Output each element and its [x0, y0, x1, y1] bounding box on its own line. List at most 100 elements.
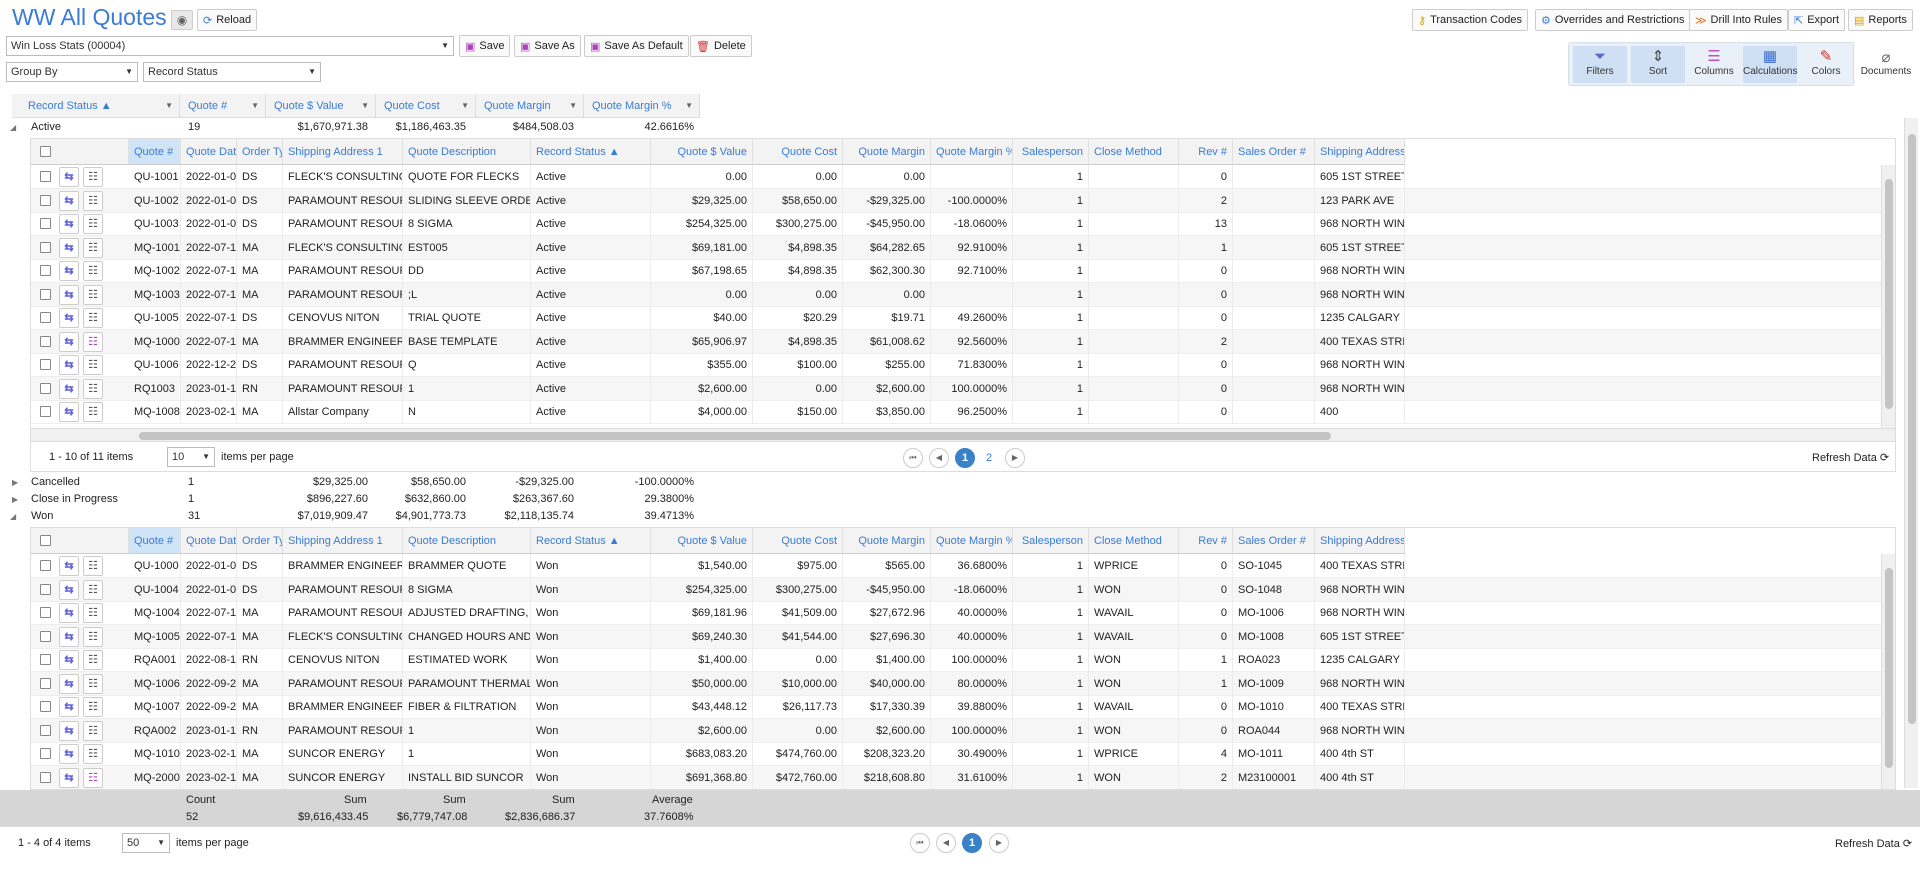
- details-icon[interactable]: ☷: [83, 673, 103, 694]
- link-icon[interactable]: ⇆: [59, 720, 79, 741]
- details-icon[interactable]: ☷: [83, 214, 103, 234]
- group-row-won[interactable]: ◢ Won 31 $7,019,909.47 $4,901,773.73 $2,…: [0, 508, 712, 525]
- group-row-close-in-progress[interactable]: ▶ Close in Progress 1 $896,227.60 $632,8…: [0, 491, 712, 508]
- row-checkbox[interactable]: [40, 560, 51, 571]
- col-quote-value[interactable]: Quote $ Value ▼: [266, 94, 376, 118]
- link-icon[interactable]: ⇆: [59, 261, 79, 281]
- link-icon[interactable]: ⇆: [59, 650, 79, 670]
- details-icon[interactable]: ☷: [83, 190, 103, 211]
- first-page-button[interactable]: ⏮: [910, 833, 930, 853]
- row-checkbox[interactable]: [40, 654, 51, 665]
- colors-button[interactable]: ✎ Colors: [1799, 46, 1853, 83]
- link-icon[interactable]: ⇆: [59, 697, 79, 717]
- details-icon[interactable]: ☷: [83, 767, 103, 788]
- won-col-header[interactable]: Quote Cost: [753, 528, 843, 554]
- details-icon[interactable]: ☷: [83, 720, 103, 741]
- overrides-button[interactable]: ⚙ Overrides and Restrictions: [1535, 9, 1691, 31]
- view-select[interactable]: Win Loss Stats (00004) ▼: [6, 36, 454, 56]
- transaction-codes-button[interactable]: ⚷ Transaction Codes: [1412, 9, 1528, 31]
- link-icon[interactable]: ⇆: [59, 190, 79, 211]
- reports-button[interactable]: ▤ Reports: [1848, 9, 1913, 31]
- table-row[interactable]: ⇆ ☷ QU-1001 2022-01-07 DS FLECK'S CONSULTING Q…: [31, 165, 1895, 189]
- save-button[interactable]: ▣ Save: [459, 35, 511, 57]
- details-icon[interactable]: ☷: [83, 237, 103, 258]
- drill-into-rules-button[interactable]: ≫ Drill Into Rules: [1689, 9, 1789, 31]
- page-size-select[interactable]: 10 ▼: [167, 447, 215, 467]
- details-icon[interactable]: ☷: [83, 697, 103, 717]
- row-checkbox[interactable]: [40, 748, 51, 759]
- eye-icon[interactable]: ◉: [171, 10, 193, 30]
- page-1-button[interactable]: 1: [962, 833, 982, 853]
- active-col-header[interactable]: Record Status ▲: [531, 139, 651, 165]
- row-checkbox[interactable]: [40, 724, 51, 736]
- won-col-header[interactable]: Quote Margin: [843, 528, 931, 554]
- filters-button[interactable]: ⏷ Filters: [1573, 46, 1627, 83]
- active-col-header[interactable]: Order Type: [237, 139, 283, 165]
- active-col-header[interactable]: Salesperson: [1013, 139, 1089, 165]
- group-row-active[interactable]: ◢ Active 19 $1,670,971.38 $1,186,463.35 …: [0, 119, 712, 136]
- active-col-header[interactable]: Quote Date: [181, 139, 237, 165]
- save-as-default-button[interactable]: ▣ Save As Default: [584, 35, 689, 57]
- link-icon[interactable]: ⇆: [59, 767, 79, 788]
- link-icon[interactable]: ⇆: [59, 579, 79, 600]
- row-checkbox[interactable]: [40, 171, 51, 182]
- active-col-header[interactable]: Close Method: [1089, 139, 1179, 165]
- won-col-header[interactable]: Quote Description: [403, 528, 531, 554]
- row-checkbox[interactable]: [40, 335, 51, 347]
- link-icon[interactable]: ⇆: [59, 556, 79, 576]
- details-icon[interactable]: ☷: [83, 744, 103, 764]
- active-col-header[interactable]: Quote #: [129, 139, 181, 165]
- expand-icon[interactable]: ▶: [12, 495, 19, 504]
- link-icon[interactable]: ⇆: [59, 284, 79, 305]
- won-col-header[interactable]: Sales Order #: [1233, 528, 1315, 554]
- won-col-header[interactable]: Close Method: [1089, 528, 1179, 554]
- page-size-select[interactable]: 50 ▼: [122, 833, 170, 853]
- details-icon[interactable]: ☷: [83, 378, 103, 399]
- outer-scrollbar[interactable]: [1904, 118, 1918, 788]
- refresh-data-button[interactable]: Refresh Data ⟳: [1835, 838, 1913, 850]
- prev-page-button[interactable]: ◀: [929, 448, 949, 468]
- link-icon[interactable]: ⇆: [59, 378, 79, 399]
- active-col-header[interactable]: Shipping Address 3: [1315, 139, 1405, 165]
- row-checkbox[interactable]: [40, 583, 51, 595]
- details-icon[interactable]: ☷: [83, 603, 103, 623]
- row-checkbox[interactable]: [40, 701, 51, 712]
- won-col-header[interactable]: Shipping Address 3: [1315, 528, 1405, 554]
- details-icon[interactable]: ☷: [83, 284, 103, 305]
- calculations-button[interactable]: ▦ Calculations: [1743, 46, 1797, 83]
- col-quote-margin-pct[interactable]: Quote Margin % ▼: [584, 94, 700, 118]
- page-2-button[interactable]: 2: [986, 452, 993, 464]
- next-page-button[interactable]: ▶: [989, 833, 1009, 853]
- select-all-checkbox[interactable]: [40, 146, 51, 157]
- active-col-header[interactable]: Quote Cost: [753, 139, 843, 165]
- link-icon[interactable]: ⇆: [59, 331, 79, 352]
- first-page-button[interactable]: ⏮: [903, 448, 923, 468]
- row-checkbox[interactable]: [40, 607, 51, 618]
- prev-page-button[interactable]: ◀: [936, 833, 956, 853]
- won-col-header[interactable]: Order Type: [237, 528, 283, 554]
- col-record-status[interactable]: Record Status ▲ ▼: [20, 94, 180, 118]
- refresh-data-button[interactable]: Refresh Data ⟳: [1812, 452, 1890, 464]
- row-checkbox[interactable]: [40, 194, 51, 206]
- col-quote-cost[interactable]: Quote Cost ▼: [376, 94, 476, 118]
- link-icon[interactable]: ⇆: [59, 355, 79, 375]
- group-row-cancelled[interactable]: ▶ Cancelled 1 $29,325.00 $58,650.00 -$29…: [0, 474, 712, 491]
- row-checkbox[interactable]: [40, 406, 51, 417]
- active-col-header[interactable]: Quote Margin %: [931, 139, 1013, 165]
- link-icon[interactable]: ⇆: [59, 673, 79, 694]
- details-icon[interactable]: ☷: [83, 626, 103, 647]
- row-checkbox[interactable]: [40, 677, 51, 689]
- save-as-button[interactable]: ▣ Save As: [514, 35, 581, 57]
- won-col-header[interactable]: Record Status ▲: [531, 528, 651, 554]
- won-col-header[interactable]: Quote Margin %: [931, 528, 1013, 554]
